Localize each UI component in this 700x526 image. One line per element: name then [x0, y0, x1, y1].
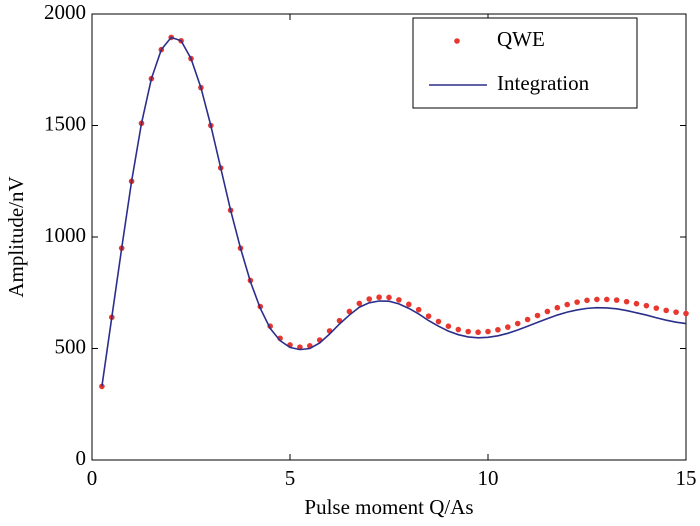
data-point [425, 313, 432, 319]
x-tick-label: 0 [87, 466, 98, 490]
data-point [584, 297, 590, 304]
x-tick-label: 15 [676, 466, 697, 490]
data-point [683, 310, 689, 317]
data-point [376, 294, 382, 301]
legend-marker [454, 38, 460, 44]
y-tick-label: 1500 [44, 111, 86, 135]
data-point [524, 316, 531, 323]
data-point [415, 306, 422, 313]
data-point [406, 301, 412, 308]
data-point [445, 323, 452, 330]
data-point [623, 298, 630, 305]
data-point [574, 299, 580, 305]
data-point [475, 329, 481, 336]
x-tick-label: 5 [285, 466, 296, 490]
y-tick-label: 500 [55, 334, 87, 358]
y-tick-label: 0 [76, 446, 87, 470]
legend-box [412, 17, 638, 109]
legend-label: Integration [497, 71, 590, 95]
data-point [613, 297, 620, 303]
data-line [101, 36, 687, 387]
data-point [633, 300, 640, 307]
data-point [554, 304, 561, 311]
data-point [653, 305, 660, 311]
x-tick-label: 10 [478, 466, 499, 490]
data-point [673, 309, 679, 315]
data-point [386, 294, 392, 301]
data-point [396, 297, 402, 303]
data-point [505, 324, 511, 330]
data-point [514, 320, 521, 327]
data-point [99, 383, 105, 390]
y-axis-label: Amplitude/nV [4, 176, 28, 297]
data-point [534, 312, 541, 319]
x-axis-label: Pulse moment Q/As [304, 495, 473, 519]
data-point [663, 307, 669, 314]
data-point [366, 296, 373, 302]
data-point [643, 302, 650, 309]
data-point [495, 326, 501, 333]
legend-label: QWE [497, 27, 545, 51]
data-point [346, 308, 353, 315]
data-point [485, 328, 491, 335]
data-point [455, 326, 462, 333]
data-point [435, 318, 442, 325]
data-point [465, 328, 472, 335]
y-tick-label: 2000 [44, 0, 86, 24]
data-point [544, 308, 551, 315]
data-point [594, 296, 600, 303]
data-point [356, 300, 363, 307]
data-point [604, 296, 610, 303]
data-point [564, 301, 570, 308]
y-tick-label: 1000 [44, 223, 86, 247]
